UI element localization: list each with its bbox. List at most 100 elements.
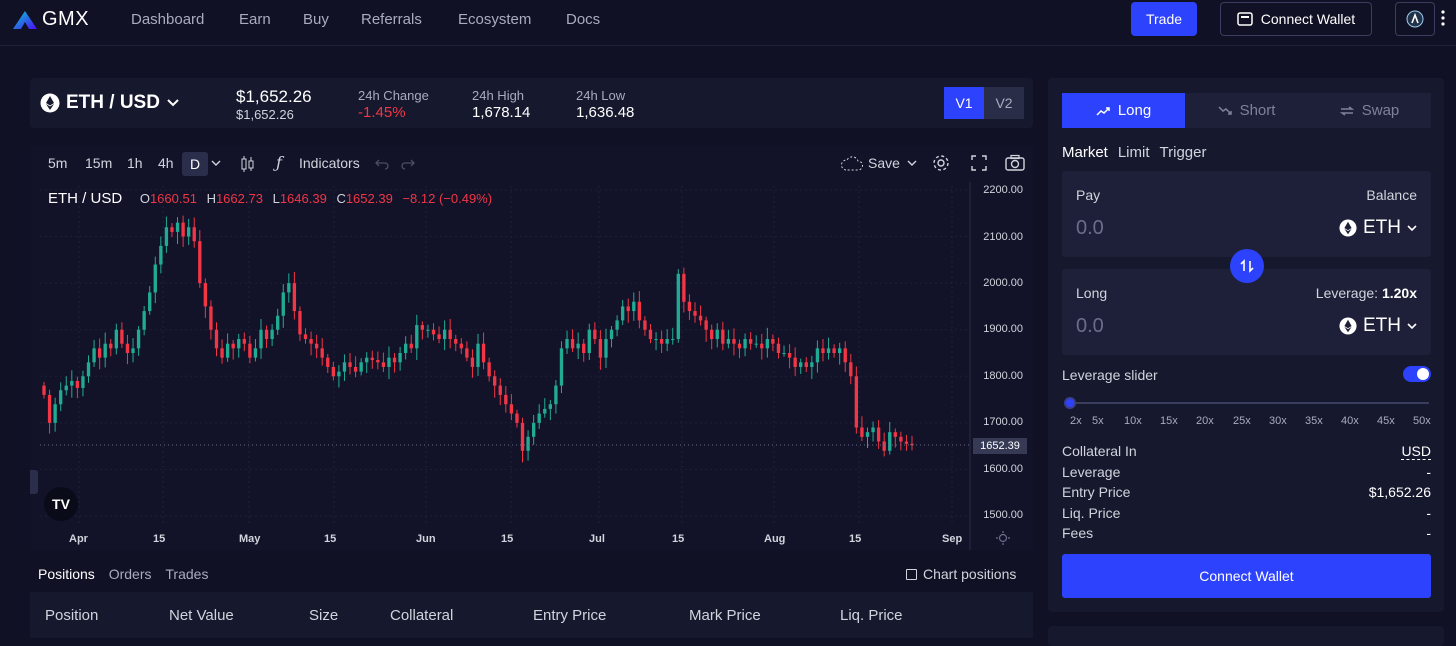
leverage-mark: 10x xyxy=(1124,415,1142,427)
interval-4h[interactable]: 4h xyxy=(158,155,174,171)
pay-token-selector[interactable]: ETH xyxy=(1339,217,1417,239)
candle-body xyxy=(253,348,258,358)
ohlc-close: 1652.39 xyxy=(345,191,393,206)
cloud-save-icon[interactable] xyxy=(840,155,864,173)
redo-icon[interactable] xyxy=(401,156,415,170)
fullscreen-icon[interactable] xyxy=(970,154,988,172)
sidebar-toggle-handle[interactable] xyxy=(30,470,38,494)
candle-body xyxy=(309,339,313,344)
nav-buy[interactable]: Buy xyxy=(303,11,329,28)
candle-body xyxy=(615,320,619,330)
tab-orders[interactable]: Orders xyxy=(108,566,152,582)
y-tick: 1800.00 xyxy=(983,370,1023,382)
candle-body xyxy=(281,292,285,316)
tab-swap[interactable]: Swap xyxy=(1308,93,1431,128)
candle-body xyxy=(587,329,591,353)
price-chart[interactable]: 5m 15m 1h 4h D ƒ Indicators Save ETH / U… xyxy=(30,146,1033,550)
leverage-mark: 30x xyxy=(1269,415,1287,427)
eth-icon xyxy=(1339,219,1357,237)
order-type-market[interactable]: Market xyxy=(1062,144,1108,161)
tab-long[interactable]: Long xyxy=(1062,93,1185,128)
interval-15m[interactable]: 15m xyxy=(85,155,113,171)
order-type-limit[interactable]: Limit xyxy=(1117,144,1150,161)
candle-body xyxy=(153,264,157,293)
more-menu-icon[interactable] xyxy=(1441,10,1447,26)
candles-plot[interactable] xyxy=(30,146,1033,550)
collateral-in-selector[interactable]: USD xyxy=(1401,443,1431,460)
candle-body xyxy=(337,371,341,377)
candle-body xyxy=(298,311,302,335)
nav-dashboard[interactable]: Dashboard xyxy=(131,11,205,28)
candle-body xyxy=(687,301,692,312)
info-label: Leverage xyxy=(1062,464,1121,480)
connect-wallet-top-button[interactable]: Connect Wallet xyxy=(1220,2,1372,36)
swap-direction-button[interactable] xyxy=(1230,249,1264,283)
candle-body xyxy=(387,357,391,367)
version-v1-button[interactable]: V1 xyxy=(944,87,984,119)
candle-body xyxy=(320,348,324,358)
pay-amount-input[interactable]: 0.0 xyxy=(1076,217,1104,239)
tab-positions[interactable]: Positions xyxy=(38,566,95,582)
indicators-button[interactable]: Indicators xyxy=(299,155,360,171)
nav-earn[interactable]: Earn xyxy=(239,11,271,28)
candle-body xyxy=(526,436,530,451)
candle-body xyxy=(92,348,96,363)
chevron-down-icon xyxy=(1407,225,1417,232)
candle-body xyxy=(565,339,569,349)
interval-d[interactable]: D xyxy=(182,152,208,176)
candle-body xyxy=(125,343,130,353)
gmx-logo[interactable]: GMX xyxy=(12,8,89,31)
col-position: Position xyxy=(45,607,99,624)
candle-body xyxy=(225,343,230,358)
chart-settings-icon[interactable] xyxy=(996,531,1010,545)
candle-body xyxy=(865,432,870,437)
chart-positions-toggle[interactable]: Chart positions xyxy=(906,566,1016,582)
gmx-logo-icon xyxy=(13,10,37,29)
candle-type-icon[interactable] xyxy=(239,154,255,174)
candle-body xyxy=(448,329,452,340)
save-button[interactable]: Save xyxy=(868,155,900,171)
candle-body xyxy=(292,283,297,312)
candle-body xyxy=(654,339,658,341)
trade-button[interactable]: Trade xyxy=(1131,2,1197,36)
tab-trades[interactable]: Trades xyxy=(165,566,209,582)
tab-long-label: Long xyxy=(1117,102,1152,119)
connect-wallet-button[interactable]: Connect Wallet xyxy=(1062,554,1431,598)
network-selector[interactable] xyxy=(1395,2,1435,36)
x-tick: Apr xyxy=(69,533,88,545)
leverage-mark: 40x xyxy=(1341,415,1359,427)
candle-body xyxy=(186,227,191,237)
interval-5m[interactable]: 5m xyxy=(48,155,68,171)
save-dropdown-icon[interactable] xyxy=(907,159,917,167)
nav-referrals[interactable]: Referrals xyxy=(361,11,422,28)
chart-positions-checkbox[interactable] xyxy=(906,568,917,580)
candle-body xyxy=(209,306,213,330)
info-value: - xyxy=(1426,525,1431,541)
info-label: Collateral In xyxy=(1062,443,1137,459)
leverage-slider-track[interactable] xyxy=(1068,402,1429,404)
version-v2-button[interactable]: V2 xyxy=(984,87,1024,119)
col-net-value: Net Value xyxy=(169,607,234,624)
info-label: Entry Price xyxy=(1062,484,1131,500)
nav-ecosystem[interactable]: Ecosystem xyxy=(458,11,532,28)
leverage-slider-toggle[interactable] xyxy=(1403,366,1431,382)
undo-icon[interactable] xyxy=(375,156,389,170)
pair-selector[interactable]: ETH / USD xyxy=(40,92,180,114)
nav-docs[interactable]: Docs xyxy=(566,11,601,28)
candle-body xyxy=(515,413,519,423)
settings-gear-icon[interactable] xyxy=(931,153,951,173)
candle-body xyxy=(509,404,514,414)
interval-1h[interactable]: 1h xyxy=(127,155,143,171)
leverage-mark: 15x xyxy=(1160,415,1178,427)
interval-dropdown-icon[interactable] xyxy=(211,159,221,167)
order-type-trigger[interactable]: Trigger xyxy=(1159,144,1207,161)
long-token-selector[interactable]: ETH xyxy=(1339,315,1417,337)
camera-icon[interactable] xyxy=(1004,154,1026,172)
tradingview-logo[interactable]: TV xyxy=(44,487,78,521)
long-amount-input[interactable]: 0.0 xyxy=(1076,315,1104,337)
leverage-slider-handle[interactable] xyxy=(1064,397,1076,409)
fx-icon[interactable]: ƒ xyxy=(276,153,282,172)
info-label: Liq. Price xyxy=(1062,505,1121,521)
tab-short[interactable]: Short xyxy=(1185,93,1308,128)
candle-body xyxy=(114,329,119,349)
